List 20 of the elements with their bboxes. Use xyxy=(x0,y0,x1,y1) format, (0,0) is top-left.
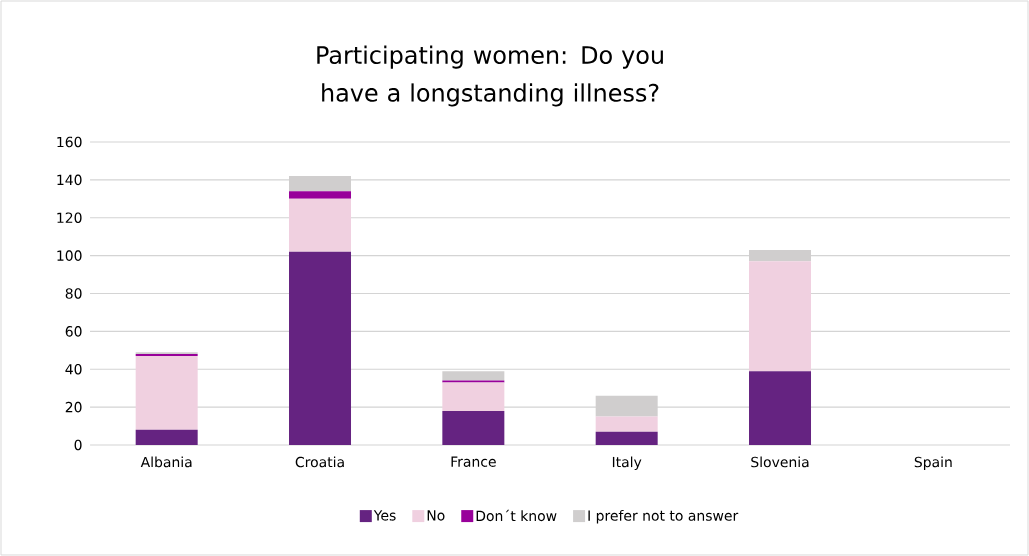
y-tick-label: 80 xyxy=(65,288,82,299)
x-tick-label: Albania xyxy=(140,456,192,468)
legend-label: No xyxy=(427,510,445,521)
x-tick-label: Spain xyxy=(914,456,952,471)
y-tick-label: 0 xyxy=(74,439,82,451)
legend-label: Yes xyxy=(373,510,396,521)
chart-title: Participating women: Do you have a longstanding illness? xyxy=(317,45,663,107)
x-tick-label: France xyxy=(451,456,496,467)
x-tick-label: Croatia xyxy=(295,456,344,468)
y-tick-label: 120 xyxy=(57,212,82,224)
y-tick-label: 100 xyxy=(57,250,82,261)
legend-label: Don´t know xyxy=(476,509,557,522)
x-tick-label: Italy xyxy=(612,456,642,471)
y-tick-label: 160 xyxy=(57,136,82,148)
legend-label: I prefer not to answer xyxy=(588,510,739,524)
x-tick-label: Slovenia xyxy=(751,456,809,468)
y-tick-label: 140 xyxy=(57,174,82,186)
y-tick-label: 20 xyxy=(65,401,82,413)
y-tick-label: 40 xyxy=(65,363,82,375)
y-tick-label: 60 xyxy=(65,326,82,337)
